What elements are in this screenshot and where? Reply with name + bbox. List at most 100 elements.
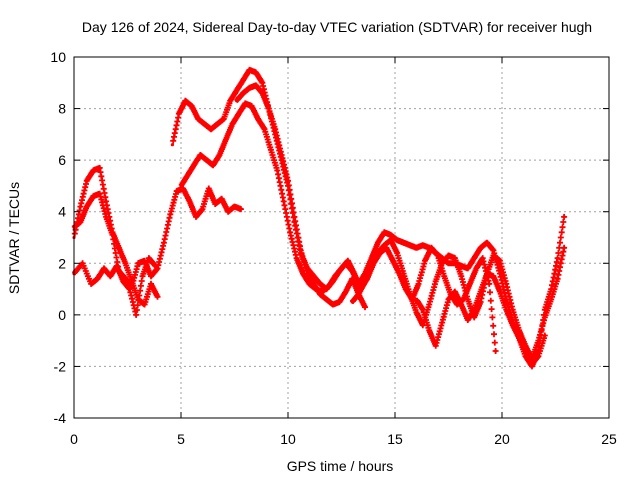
data-point [280,158,284,162]
data-point [324,297,329,301]
data-point [337,300,341,304]
data-point [408,243,412,247]
data-point [363,305,367,309]
data-point [162,241,166,245]
data-point [239,207,243,211]
data-point [369,264,374,268]
axis-ticks [73,56,610,419]
data-point [198,153,202,157]
data-point [305,266,309,270]
data-point [511,323,515,327]
data-point [453,290,457,294]
data-point [194,215,198,219]
x-axis-label: GPS time / hours [287,458,394,474]
data-point [446,261,451,265]
data-point [472,315,476,319]
data-point [89,282,93,286]
data-point [220,197,224,201]
data-point [466,318,470,322]
data-point [78,220,82,224]
data-point [491,248,495,252]
data-point [143,302,147,307]
data-point [235,99,239,103]
data-point [175,189,179,193]
data-point [243,101,247,105]
y-tick-label: -2 [54,358,67,374]
data-point [136,261,140,265]
data-point [363,279,367,283]
data-point [260,91,264,95]
data-point [397,272,401,276]
data-point [226,210,230,214]
data-point [498,259,502,263]
data-point [211,163,215,167]
data-point [344,290,348,294]
y-tick-label: -4 [54,410,67,426]
series-arc-2 [72,255,159,318]
data-point [104,215,108,219]
data-point [181,186,185,191]
data-point [307,282,311,286]
data-point [331,302,335,307]
data-point [382,243,386,247]
data-point [402,272,406,276]
data-point [423,259,427,263]
data-point [382,230,386,234]
data-point [155,295,160,299]
data-point [108,274,112,278]
data-point [324,287,329,291]
data-point [188,199,192,203]
series-plus-markers [71,185,244,290]
series-arc-7 [350,237,568,362]
data-point [207,186,211,191]
data-point [344,261,348,265]
data-point [217,153,222,157]
data-point [209,127,213,131]
data-point [434,279,438,283]
data-point [434,344,438,348]
data-point [504,308,508,312]
data-point [337,269,341,273]
data-point [472,308,476,312]
data-point [149,282,153,286]
chart-title: Day 126 of 2024, Sidereal Day-to-day VTE… [82,19,592,35]
data-point [286,184,290,188]
data-point [295,256,299,260]
data-point [395,238,399,242]
y-axis-label: SDTVAR / TECUs [6,182,22,294]
data-point [275,168,279,173]
data-point [183,99,187,103]
data-point [314,287,318,291]
data-point [81,261,85,265]
data-point [357,292,361,296]
data-point [459,274,463,278]
data-point [200,207,204,211]
data-point [543,333,547,338]
data-point [168,212,172,216]
data-point [391,259,395,263]
data-point [282,199,286,203]
data-point [301,272,305,276]
data-point [213,202,217,206]
data-point [224,137,228,142]
data-point [530,362,534,366]
data-point [536,339,541,343]
data-point [466,266,470,270]
y-tick-label: 10 [50,49,66,65]
x-tick-label: 0 [70,431,78,447]
data-point [472,256,476,260]
data-point [485,241,489,245]
series-plus-markers [71,164,161,308]
x-tick-label: 20 [494,431,510,447]
data-point [130,284,134,289]
data-point [260,81,264,85]
data-point [427,328,431,332]
data-point [318,282,322,286]
data-point [140,274,145,278]
data-point [117,269,121,273]
data-point [267,107,271,111]
data-point [504,282,508,286]
y-tick-label: 2 [58,255,66,271]
data-point [491,253,495,258]
data-point [446,297,451,301]
